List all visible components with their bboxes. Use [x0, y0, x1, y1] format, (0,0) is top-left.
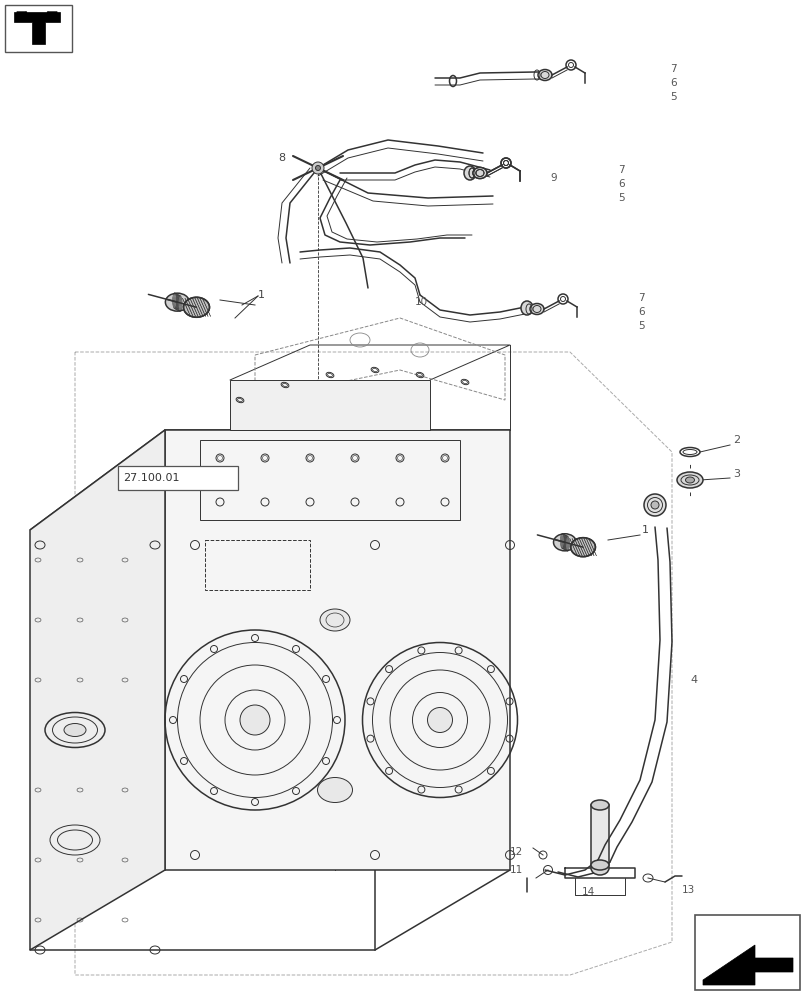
Ellipse shape: [183, 297, 209, 317]
Polygon shape: [230, 380, 430, 430]
Ellipse shape: [318, 778, 352, 802]
Polygon shape: [30, 430, 510, 530]
Ellipse shape: [464, 166, 476, 180]
Text: 14: 14: [582, 887, 595, 897]
Polygon shape: [703, 945, 793, 985]
Text: 3: 3: [733, 469, 740, 479]
Ellipse shape: [591, 800, 609, 810]
Ellipse shape: [530, 304, 544, 314]
Text: 4: 4: [690, 675, 697, 685]
Ellipse shape: [644, 494, 666, 516]
Text: 1: 1: [258, 290, 265, 300]
Ellipse shape: [553, 534, 576, 551]
Polygon shape: [30, 430, 165, 950]
Ellipse shape: [591, 860, 609, 870]
Ellipse shape: [64, 724, 86, 736]
Text: 2: 2: [733, 435, 740, 445]
Text: 6: 6: [638, 307, 645, 317]
Ellipse shape: [473, 167, 487, 178]
Text: 6: 6: [618, 179, 625, 189]
Text: 27.100.01: 27.100.01: [123, 473, 179, 483]
Text: 5: 5: [618, 193, 625, 203]
Ellipse shape: [521, 301, 533, 315]
Text: 5: 5: [638, 321, 645, 331]
Text: 7: 7: [670, 64, 676, 74]
Text: 5: 5: [670, 92, 676, 102]
Ellipse shape: [166, 293, 189, 311]
Ellipse shape: [570, 538, 595, 557]
Text: 6: 6: [670, 78, 676, 88]
Polygon shape: [165, 430, 510, 870]
Text: 12: 12: [510, 847, 524, 857]
Ellipse shape: [427, 708, 452, 732]
Polygon shape: [14, 12, 60, 44]
Ellipse shape: [240, 705, 270, 735]
Text: 9: 9: [550, 173, 557, 183]
Bar: [591, 805, 609, 865]
Polygon shape: [5, 5, 72, 52]
Text: 8: 8: [278, 153, 285, 163]
Text: 13: 13: [682, 885, 695, 895]
Ellipse shape: [320, 609, 350, 631]
Ellipse shape: [473, 167, 487, 178]
Ellipse shape: [538, 70, 552, 81]
Text: 7: 7: [618, 165, 625, 175]
Ellipse shape: [651, 501, 659, 509]
Text: 10: 10: [415, 297, 428, 307]
Ellipse shape: [591, 861, 609, 875]
Text: 11: 11: [510, 865, 524, 875]
Bar: [118, 466, 238, 490]
Bar: [695, 915, 800, 990]
Text: 7: 7: [638, 293, 645, 303]
Text: 1: 1: [642, 525, 649, 535]
Ellipse shape: [677, 472, 703, 488]
Ellipse shape: [685, 477, 695, 483]
Ellipse shape: [312, 162, 324, 174]
Ellipse shape: [315, 165, 321, 170]
